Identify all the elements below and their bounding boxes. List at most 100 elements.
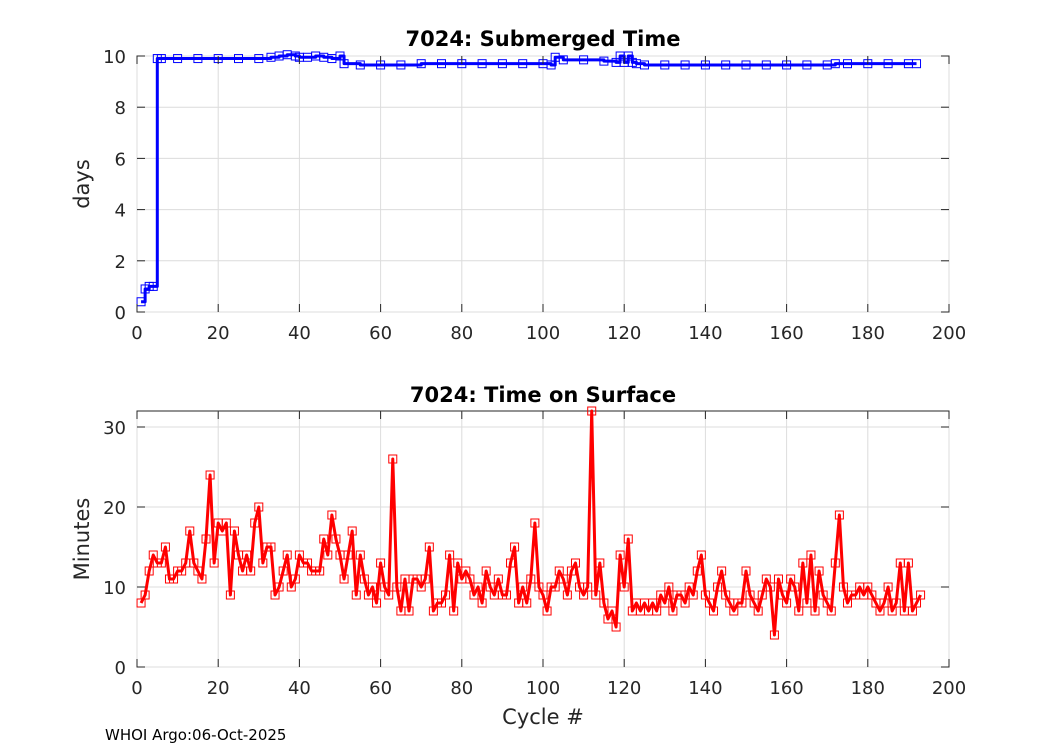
x-tick-label: 180 bbox=[851, 678, 885, 699]
y-tick-label: 10 bbox=[103, 47, 126, 68]
data-point bbox=[538, 590, 548, 600]
data-point bbox=[806, 550, 816, 560]
data-point bbox=[416, 59, 426, 69]
data-point bbox=[493, 574, 503, 584]
data-point bbox=[798, 558, 808, 568]
data-point bbox=[266, 542, 276, 552]
data-point bbox=[372, 598, 382, 608]
data-point bbox=[826, 606, 836, 616]
y-tick-label: 8 bbox=[115, 98, 126, 119]
data-point bbox=[794, 606, 804, 616]
y-tick-label: 30 bbox=[103, 418, 126, 439]
data-point bbox=[254, 54, 264, 64]
data-point bbox=[696, 550, 706, 560]
data-point bbox=[140, 590, 150, 600]
y-tick-label: 4 bbox=[115, 201, 126, 222]
data-point bbox=[274, 582, 284, 592]
data-point bbox=[879, 598, 889, 608]
data-point bbox=[753, 606, 763, 616]
data-point bbox=[449, 606, 459, 616]
data-point bbox=[595, 558, 605, 568]
data-point bbox=[583, 582, 593, 592]
data-point bbox=[680, 598, 690, 608]
ticks: 0 20 40 60 80 100 120 140 160 180 200 0 2 4 6 8 10 bbox=[103, 47, 966, 344]
data-point bbox=[201, 534, 211, 544]
data-point bbox=[623, 534, 633, 544]
x-tick-label: 180 bbox=[851, 323, 885, 344]
data-point bbox=[323, 550, 333, 560]
data-point bbox=[510, 542, 520, 552]
data-point bbox=[607, 606, 617, 616]
data-point bbox=[765, 582, 775, 592]
data-point bbox=[526, 574, 536, 584]
data-point bbox=[477, 59, 487, 69]
data-point bbox=[668, 606, 678, 616]
data-point bbox=[530, 518, 540, 528]
x-tick-label: 0 bbox=[131, 678, 142, 699]
x-tick-label: 120 bbox=[607, 678, 641, 699]
data-point bbox=[542, 606, 552, 616]
data-point bbox=[355, 60, 365, 70]
data-point bbox=[343, 550, 353, 560]
data-point bbox=[327, 510, 337, 520]
data-point bbox=[802, 60, 812, 70]
data-point bbox=[721, 60, 731, 70]
data-point bbox=[713, 582, 723, 592]
data-point bbox=[570, 558, 580, 568]
x-tick-label: 20 bbox=[207, 678, 230, 699]
x-tick-label: 0 bbox=[131, 323, 142, 344]
chart-title: 7024: Submerged Time bbox=[405, 27, 680, 51]
grid bbox=[136, 55, 950, 313]
x-tick-label: 140 bbox=[688, 323, 722, 344]
data-point bbox=[477, 598, 487, 608]
data-point bbox=[891, 598, 901, 608]
data-point bbox=[802, 598, 812, 608]
data-point bbox=[790, 582, 800, 592]
data-point bbox=[234, 54, 243, 64]
data-point bbox=[250, 518, 260, 528]
data-point bbox=[144, 566, 154, 576]
data-point bbox=[156, 558, 166, 568]
x-tick-label: 40 bbox=[288, 323, 311, 344]
data-point bbox=[441, 590, 451, 600]
x-tick-label: 160 bbox=[769, 678, 803, 699]
data-point bbox=[339, 59, 349, 69]
data-point bbox=[319, 534, 329, 544]
data-point bbox=[424, 542, 434, 552]
data-point bbox=[883, 59, 893, 69]
time-on-surface-chart: 0 20 40 60 80 100 120 140 160 180 200 0 10 20 30 7024:… bbox=[70, 383, 966, 729]
data-point bbox=[619, 582, 629, 592]
data-point bbox=[160, 542, 170, 552]
data-point bbox=[599, 56, 609, 66]
data-point bbox=[388, 454, 398, 464]
data-point bbox=[761, 60, 771, 70]
data-point bbox=[278, 566, 288, 576]
data-point bbox=[903, 558, 913, 568]
data-point bbox=[599, 598, 609, 608]
data-point bbox=[156, 54, 166, 64]
data-point bbox=[916, 590, 926, 600]
data-point bbox=[205, 470, 215, 480]
data-point bbox=[506, 558, 516, 568]
data-point bbox=[709, 606, 719, 616]
data-point bbox=[148, 281, 158, 291]
x-tick-label: 100 bbox=[526, 678, 560, 699]
data-point bbox=[664, 582, 674, 592]
data-point bbox=[473, 582, 483, 592]
data-point bbox=[392, 582, 402, 592]
footer-note: WHOI Argo:06-Oct-2025 bbox=[105, 726, 286, 744]
y-axis-label: days bbox=[70, 159, 94, 209]
data-point bbox=[640, 60, 649, 70]
data-point bbox=[773, 574, 783, 584]
chart-title: 7024: Time on Surface bbox=[410, 383, 676, 407]
data-point bbox=[197, 574, 207, 584]
data-point bbox=[481, 566, 491, 576]
data-point bbox=[396, 60, 406, 70]
data-point bbox=[225, 590, 235, 600]
submerged-time-chart: 0 20 40 60 80 100 120 140 160 180 200 0 2 4 6 8 10 7024:… bbox=[70, 27, 966, 344]
y-tick-label: 10 bbox=[103, 578, 126, 599]
data-point bbox=[290, 574, 300, 584]
data-point bbox=[242, 550, 252, 560]
data-point bbox=[757, 590, 767, 600]
data-point bbox=[741, 60, 751, 70]
